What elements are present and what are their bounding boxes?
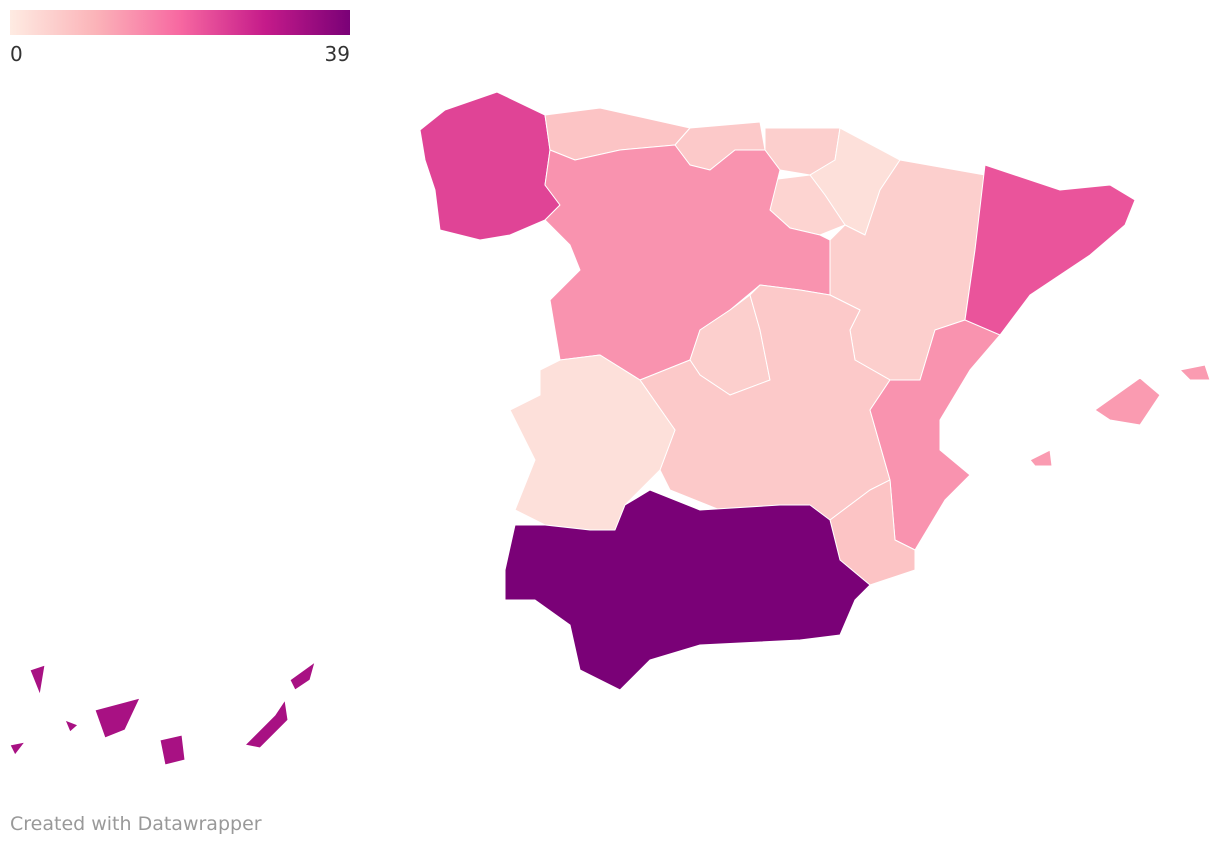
- region: [964, 164, 1136, 336]
- regions: [9, 91, 1211, 766]
- region: [419, 91, 561, 241]
- region: [1029, 364, 1211, 467]
- region: [504, 489, 871, 691]
- footer: Created with Datawrapper: [10, 813, 262, 835]
- region: [869, 319, 1001, 551]
- legend-min: 0: [10, 42, 23, 66]
- legend-gradient: [10, 10, 350, 35]
- region: [9, 661, 316, 766]
- legend-max: 39: [325, 42, 350, 66]
